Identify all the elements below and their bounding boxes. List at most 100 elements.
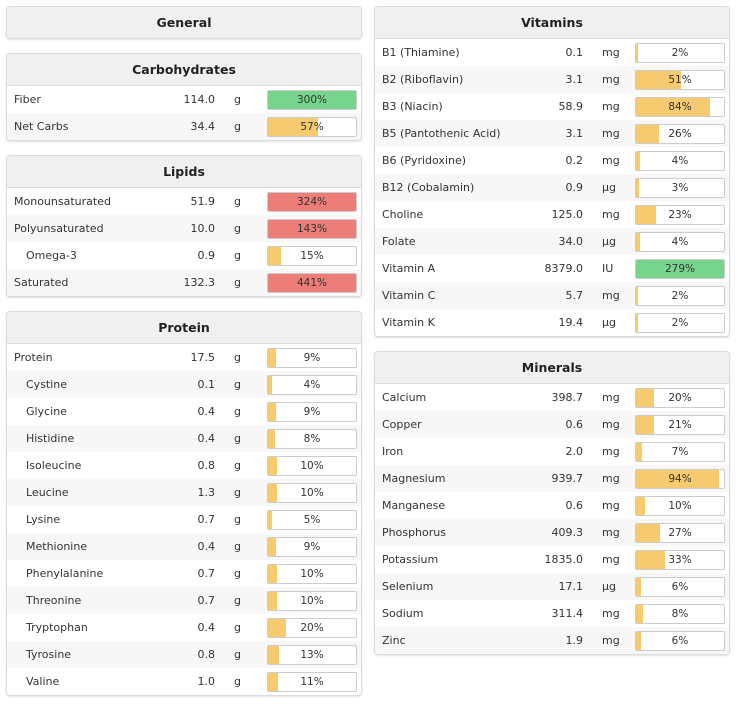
nutrient-row[interactable]: B3 (Niacin) 58.9 mg 84% [375,93,729,120]
progress-percent: 143% [296,223,328,235]
nutrient-row[interactable]: B2 (Riboflavin) 3.1 mg 51% [375,66,729,93]
nutrient-row[interactable]: Magnesium 939.7 mg 94% [375,465,729,492]
nutrient-amount: 51.9 [190,195,216,208]
nutrient-row[interactable]: Iron 2.0 mg 7% [375,438,729,465]
nutrient-row[interactable]: Protein 17.5 g 9% [7,344,361,371]
progress-fill [268,538,276,556]
nutrient-row[interactable]: Histidine 0.4 g 8% [7,425,361,452]
nutrient-row[interactable]: Polyunsaturated 10.0 g 143% [7,215,361,242]
minerals-rows: Calcium 398.7 mg 20% Copper 0.6 mg 21% Iron 2.0 mg… [375,384,729,654]
nutrient-row[interactable]: Threonine 0.7 g 10% [7,587,361,614]
nutrient-row[interactable]: B1 (Thiamine) 0.1 mg 2% [375,39,729,66]
nutrient-amount: 0.8 [197,459,216,472]
progress-percent: 9% [303,352,321,364]
target-progress-bar: 8% [635,604,725,624]
nutrient-row[interactable]: Cystine 0.1 g 4% [7,371,361,398]
nutrient-amount: 409.3 [551,526,584,539]
progress-fill [268,457,277,475]
nutrient-row[interactable]: Copper 0.6 mg 21% [375,411,729,438]
nutrient-unit: mg [602,553,620,566]
nutrient-row[interactable]: Manganese 0.6 mg 10% [375,492,729,519]
nutrient-row[interactable]: Methionine 0.4 g 9% [7,533,361,560]
nutrient-name: Zinc [382,634,406,647]
nutrient-row[interactable]: Vitamin K 19.4 µg 2% [375,309,729,336]
nutrient-row[interactable]: Omega-3 0.9 g 15% [7,242,361,269]
nutrient-row[interactable]: Fiber 114.0 g 300% [7,86,361,113]
progress-percent: 4% [303,379,321,391]
lipids-header[interactable]: Lipids [7,156,361,188]
progress-fill [636,233,640,251]
nutrient-row[interactable]: Phosphorus 409.3 mg 27% [375,519,729,546]
target-progress-bar: 51% [635,70,725,90]
minerals-card: Minerals Calcium 398.7 mg 20% Copper 0.6 mg 21%… [374,351,730,655]
nutrient-row[interactable]: B12 (Cobalamin) 0.9 µg 3% [375,174,729,201]
nutrient-row[interactable]: Choline 125.0 mg 23% [375,201,729,228]
progress-percent: 57% [300,121,324,133]
nutrient-row[interactable]: Phenylalanine 0.7 g 10% [7,560,361,587]
nutrient-unit: g [234,405,241,418]
nutrient-amount: 0.4 [197,405,216,418]
lipids-card: Lipids Monounsaturated 51.9 g 324% Polyunsat… [6,155,362,297]
nutrient-row[interactable]: Isoleucine 0.8 g 10% [7,452,361,479]
progress-percent: 26% [668,128,692,140]
nutrient-row[interactable]: Net Carbs 34.4 g 57% [7,113,361,140]
nutrient-row[interactable]: Folate 34.0 µg 4% [375,228,729,255]
nutrient-row[interactable]: B5 (Pantothenic Acid) 3.1 mg 26% [375,120,729,147]
progress-percent: 21% [668,419,692,431]
nutrient-row[interactable]: Leucine 1.3 g 10% [7,479,361,506]
carbohydrates-rows: Fiber 114.0 g 300% Net Carbs 34.4 g 57% [7,86,361,140]
nutrient-amount: 0.4 [197,621,216,634]
target-progress-bar: 27% [635,523,725,543]
nutrient-row[interactable]: Saturated 132.3 g 441% [7,269,361,296]
nutrient-row[interactable]: B6 (Pyridoxine) 0.2 mg 4% [375,147,729,174]
nutrient-row[interactable]: Vitamin A 8379.0 IU 279% [375,255,729,282]
progress-percent: 8% [671,608,689,620]
nutrient-unit: µg [602,316,616,329]
nutrient-name: Vitamin A [382,262,436,275]
nutrient-row[interactable]: Valine 1.0 g 11% [7,668,361,695]
nutrient-row[interactable]: Calcium 398.7 mg 20% [375,384,729,411]
nutrient-amount: 0.7 [197,513,216,526]
carbohydrates-header[interactable]: Carbohydrates [7,54,361,86]
nutrient-row[interactable]: Monounsaturated 51.9 g 324% [7,188,361,215]
nutrient-unit: g [234,540,241,553]
nutrient-name: Copper [382,418,422,431]
nutrient-row[interactable]: Vitamin C 5.7 mg 2% [375,282,729,309]
nutrient-row[interactable]: Tyrosine 0.8 g 13% [7,641,361,668]
nutrient-name: Choline [382,208,424,221]
target-progress-bar: 13% [267,645,357,665]
general-header[interactable]: General [7,7,361,38]
nutrient-row[interactable]: Lysine 0.7 g 5% [7,506,361,533]
nutrient-unit: g [234,486,241,499]
nutrient-amount: 17.5 [190,351,216,364]
nutrient-unit: g [234,594,241,607]
progress-percent: 33% [668,554,692,566]
nutrient-unit: g [234,675,241,688]
nutrient-unit: mg [602,634,620,647]
nutrient-unit: mg [602,127,620,140]
nutrient-row[interactable]: Potassium 1835.0 mg 33% [375,546,729,573]
nutrient-row[interactable]: Zinc 1.9 mg 6% [375,627,729,654]
progress-fill [636,605,644,623]
nutrient-row[interactable]: Tryptophan 0.4 g 20% [7,614,361,641]
nutrient-amount: 34.0 [558,235,584,248]
progress-percent: 20% [300,622,324,634]
nutrient-unit: g [234,567,241,580]
minerals-header[interactable]: Minerals [375,352,729,384]
nutrient-amount: 0.6 [565,418,584,431]
nutrient-row[interactable]: Glycine 0.4 g 9% [7,398,361,425]
nutrient-amount: 0.4 [197,540,216,553]
nutrient-unit: g [234,459,241,472]
protein-header[interactable]: Protein [7,312,361,344]
target-progress-bar: 279% [635,259,725,279]
nutrient-unit: g [234,276,241,289]
target-progress-bar: 300% [267,90,357,110]
progress-fill [268,118,319,136]
target-progress-bar: 23% [635,205,725,225]
nutrient-amount: 0.1 [197,378,216,391]
nutrient-row[interactable]: Selenium 17.1 µg 6% [375,573,729,600]
target-progress-bar: 26% [635,124,725,144]
nutrient-row[interactable]: Sodium 311.4 mg 8% [375,600,729,627]
vitamins-header[interactable]: Vitamins [375,7,729,39]
target-progress-bar: 2% [635,43,725,63]
